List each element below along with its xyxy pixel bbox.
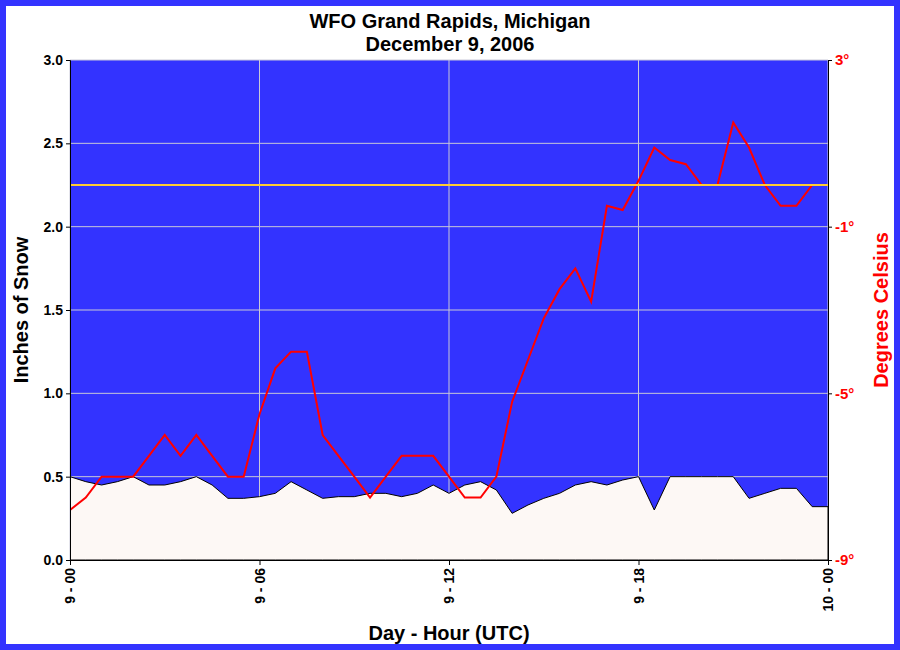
axis-line bbox=[829, 61, 833, 561]
tick: 0.0 bbox=[44, 552, 70, 568]
tick-mark bbox=[828, 393, 832, 394]
tick-mark bbox=[828, 227, 832, 228]
tick-mark bbox=[66, 60, 70, 61]
tick-label: 2.0 bbox=[44, 219, 64, 235]
tick: 9 - 00 bbox=[62, 560, 78, 604]
title: WFO Grand Rapids, Michigan bbox=[309, 10, 590, 32]
tick: 1.0 bbox=[44, 385, 70, 401]
tick-label: 3.0 bbox=[44, 52, 64, 68]
tick: 2.0 bbox=[44, 219, 70, 235]
subtitle: December 9, 2006 bbox=[365, 33, 534, 55]
grid-line bbox=[259, 60, 260, 560]
y-axis-title: Inches of Snow bbox=[10, 236, 32, 383]
tick: -1° bbox=[828, 218, 854, 235]
tick-label: 10 - 00 bbox=[820, 568, 836, 612]
tick-label: 3° bbox=[835, 51, 849, 68]
reference-line bbox=[70, 184, 828, 186]
tick: 10 - 00 bbox=[820, 560, 836, 612]
tick: 9 - 06 bbox=[252, 560, 268, 604]
tick-mark bbox=[828, 60, 832, 61]
tick-label: 1.0 bbox=[44, 385, 64, 401]
tick: 3.0 bbox=[44, 52, 70, 68]
tick: -5° bbox=[828, 385, 854, 402]
tick-label: -1° bbox=[835, 218, 854, 235]
tick: 2.5 bbox=[44, 135, 70, 151]
tick-label: -9° bbox=[835, 551, 854, 568]
tick-label: 2.5 bbox=[44, 135, 64, 151]
tick: 3° bbox=[828, 51, 849, 68]
axis-line bbox=[66, 61, 71, 561]
tick-label: 9 - 12 bbox=[441, 568, 457, 604]
tick-mark bbox=[66, 310, 70, 311]
tick: 1.5 bbox=[44, 302, 70, 318]
tick: 9 - 12 bbox=[441, 560, 457, 604]
chart: 9 - 00 9 - 06 9 - 12 9 - 18 10 - 00 0.0 0.5 1.0… bbox=[0, 0, 900, 650]
tick-mark bbox=[639, 560, 640, 565]
snow-area bbox=[70, 477, 828, 560]
y-axis: 0.0 0.5 1.0 1.5 2.0 2.5 3.0 bbox=[44, 52, 71, 568]
tick: 0.5 bbox=[44, 469, 70, 485]
tick-label: 0.5 bbox=[44, 469, 64, 485]
tick-label: 0.0 bbox=[44, 552, 64, 568]
tick-label: 9 - 00 bbox=[62, 568, 78, 604]
axis-line bbox=[71, 561, 829, 566]
tick: 9 - 18 bbox=[631, 560, 647, 604]
temperature-line bbox=[70, 123, 828, 511]
plot-area bbox=[70, 123, 828, 561]
tick-mark bbox=[66, 227, 70, 228]
grid-line bbox=[449, 60, 450, 560]
tick-label: -5° bbox=[835, 385, 854, 402]
tick-label: 9 - 18 bbox=[631, 568, 647, 604]
x-axis: 9 - 00 9 - 06 9 - 12 9 - 18 10 - 00 bbox=[62, 560, 836, 612]
tick: -9° bbox=[828, 551, 854, 568]
x-axis-title: Day - Hour (UTC) bbox=[368, 622, 529, 644]
y2-axis: -9° -5° -1° 3° bbox=[828, 51, 854, 568]
grid bbox=[70, 60, 828, 560]
tick-mark bbox=[260, 560, 261, 565]
page-border bbox=[3, 3, 897, 647]
tick-mark bbox=[66, 143, 70, 144]
plot-background bbox=[70, 60, 828, 560]
y2-axis-title: Degrees Celsius bbox=[870, 232, 892, 388]
tick-mark bbox=[828, 560, 832, 561]
tick-mark bbox=[66, 393, 70, 394]
tick-label: 9 - 06 bbox=[252, 568, 268, 604]
tick-label: 1.5 bbox=[44, 302, 64, 318]
tick-mark bbox=[66, 560, 70, 561]
tick-mark bbox=[66, 477, 70, 478]
tick-mark bbox=[449, 560, 450, 565]
